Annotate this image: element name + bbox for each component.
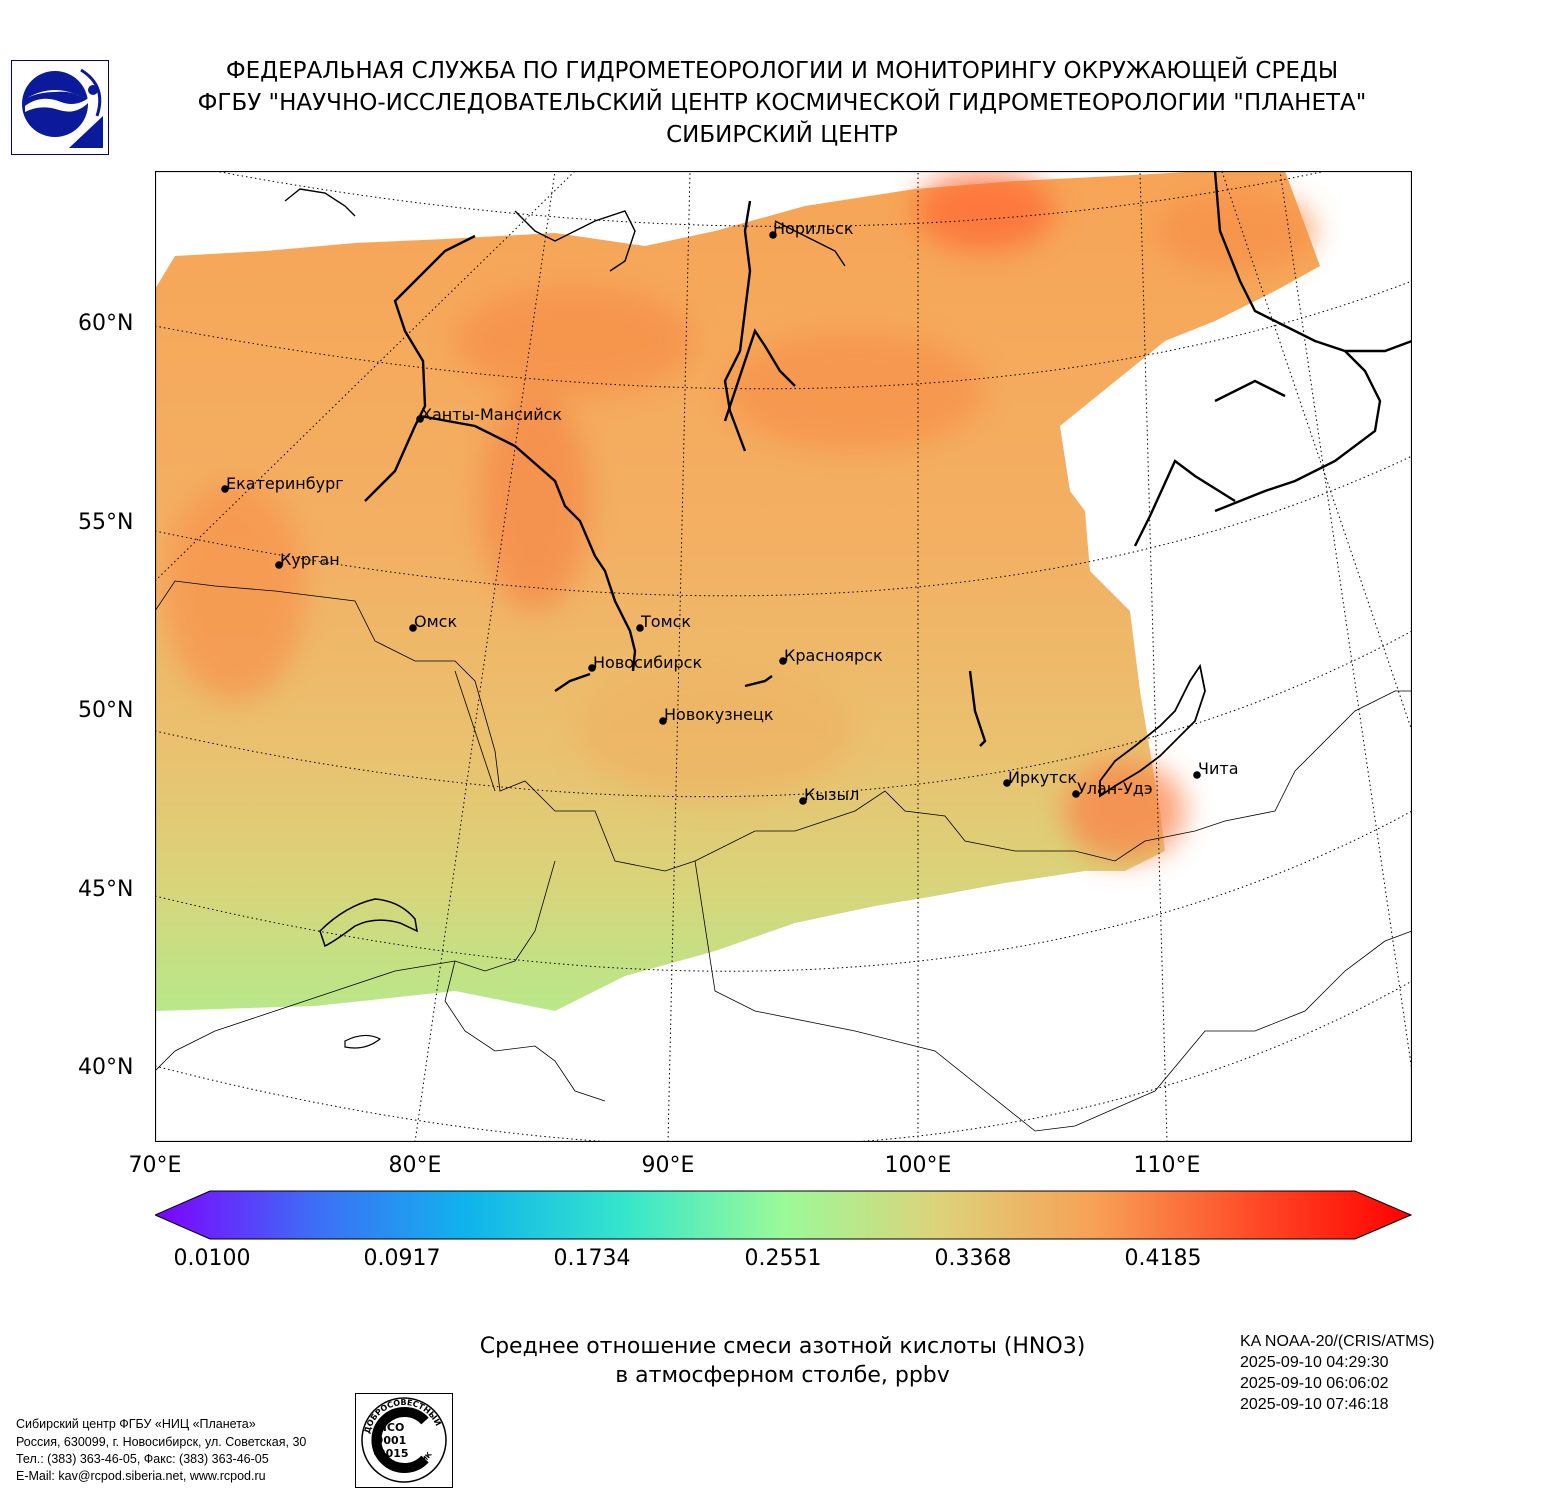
arctic-coastline xyxy=(284,188,846,272)
city-label: Норильск xyxy=(773,219,854,238)
city-label: Екатеринбург xyxy=(226,474,344,493)
colorbar-tick: 0.1734 xyxy=(553,1246,631,1271)
city-markers xyxy=(221,231,1201,805)
field-maxima xyxy=(165,171,1315,861)
lake-issykkul xyxy=(344,1034,382,1049)
colorbar-gradient xyxy=(153,1190,1413,1240)
city-label: Омск xyxy=(414,612,457,631)
longitude-lines xyxy=(155,171,1412,1142)
city-dot-krasnoyarsk xyxy=(779,657,787,665)
city-label: Курган xyxy=(280,550,340,569)
lon-label: 110°E xyxy=(1133,1153,1201,1178)
caption-title: Среднее отношение смеси азотной кислоты … xyxy=(479,1334,1086,1359)
city-dot-khanty xyxy=(416,415,424,423)
iso-line2: 9001 xyxy=(376,1434,407,1447)
lon-label: 70°E xyxy=(128,1153,182,1178)
city-label: Кызыл xyxy=(804,785,859,804)
map-frame xyxy=(155,171,1412,1142)
lon-label: 90°E xyxy=(641,1153,695,1178)
major-rivers xyxy=(364,171,1412,747)
country-borders xyxy=(155,580,1412,1132)
header-institute: ФГБУ "НАУЧНО-ИССЛЕДОВАТЕЛЬСКИЙ ЦЕНТР КОС… xyxy=(197,90,1367,116)
header-center: СИБИРСКИЙ ЦЕНТР xyxy=(666,122,898,148)
footer-address: Россия, 630099, г. Новосибирск, ул. Сове… xyxy=(16,1435,307,1449)
city-label: Красноярск xyxy=(784,646,883,665)
city-label: Улан-Удэ xyxy=(1077,779,1153,798)
lake-balkhash xyxy=(319,898,418,948)
colorbar-tick: 0.0100 xyxy=(173,1246,251,1271)
city-dot-novosibirsk xyxy=(588,664,596,672)
city-dot-kurgan xyxy=(275,561,283,569)
city-label: Иркутск xyxy=(1008,768,1077,787)
iso-line3: -2015 xyxy=(373,1447,408,1460)
pass-time: 2025-09-10 06:06:02 xyxy=(1240,1375,1389,1392)
colorbar-tick: 0.2551 xyxy=(744,1246,822,1271)
pass-time: 2025-09-10 04:29:30 xyxy=(1240,1354,1389,1371)
header-agency: ФЕДЕРАЛЬНАЯ СЛУЖБА ПО ГИДРОМЕТЕОРОЛОГИИ … xyxy=(225,58,1339,84)
city-labels: Норильск Ханты-Мансийск Екатеринбург Кур… xyxy=(226,219,1239,804)
colorbar-tick: 0.0917 xyxy=(363,1246,441,1271)
lat-label: 45°N xyxy=(78,877,134,902)
planeta-logo xyxy=(11,60,109,155)
city-label: Чита xyxy=(1198,759,1239,778)
lat-label: 40°N xyxy=(78,1055,134,1080)
latitude-lines xyxy=(155,171,1412,1142)
lat-label: 50°N xyxy=(78,698,134,723)
city-dot-ekaterinburg xyxy=(221,485,229,493)
city-label: Ханты-Мансийск xyxy=(421,405,562,424)
colorbar-tick: 0.3368 xyxy=(934,1246,1012,1271)
pass-time: 2025-09-10 07:46:18 xyxy=(1240,1396,1389,1413)
city-dot-kyzyl xyxy=(799,797,807,805)
city-dot-irkutsk xyxy=(1003,779,1011,787)
colorbar-tick: 0.4185 xyxy=(1124,1246,1202,1271)
iso-stamp: ДОБРОСОВЕСТНЫЙ ПОСТАВЩИК ИСО 9001 -2015 xyxy=(355,1393,453,1488)
city-dot-chita xyxy=(1193,771,1201,779)
colorbar xyxy=(153,1190,1413,1240)
city-dot-tomsk xyxy=(636,624,644,632)
lat-label: 55°N xyxy=(78,510,134,535)
city-label: Томск xyxy=(640,612,691,631)
city-dot-novokuznetsk xyxy=(659,717,667,725)
lon-label: 80°E xyxy=(388,1153,442,1178)
city-dot-ulanude xyxy=(1072,790,1080,798)
map-svg: Норильск Ханты-Мансийск Екатеринбург Кур… xyxy=(155,171,1412,1142)
satellite-name: KA NOAA-20/(CRIS/ATMS) xyxy=(1240,1333,1435,1350)
hno3-field xyxy=(155,171,1320,1011)
city-label: Новокузнецк xyxy=(664,705,774,724)
lake-baikal xyxy=(1099,663,1206,798)
city-dot-norilsk xyxy=(769,231,777,239)
city-dot-omsk xyxy=(409,624,417,632)
city-label: Новосибирск xyxy=(593,653,702,672)
lon-label: 100°E xyxy=(884,1153,952,1178)
map-panel: Норильск Ханты-Мансийск Екатеринбург Кур… xyxy=(155,171,1412,1142)
footer-org: Сибирский центр ФГБУ «НИЦ «Планета» xyxy=(16,1417,256,1431)
footer-email: E-Mail: kav@rcpod.siberia.net, www.rcpod… xyxy=(16,1469,266,1483)
iso-line1: ИСО xyxy=(378,1421,405,1434)
lat-label: 60°N xyxy=(78,311,134,336)
footer-phone: Тел.: (383) 363-46-05, Факс: (383) 363-4… xyxy=(16,1452,269,1466)
caption-units: в атмосферном столбе, ppbv xyxy=(615,1363,950,1388)
